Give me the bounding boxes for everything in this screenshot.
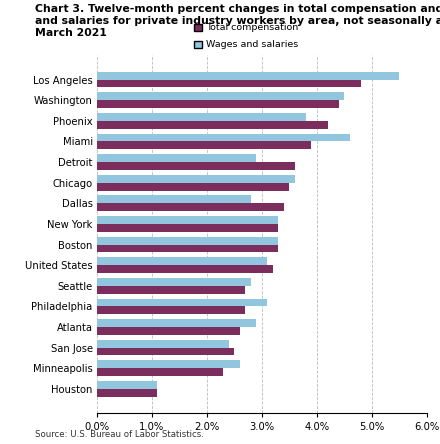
Bar bbox=[97, 142, 312, 149]
Text: Wages and salaries: Wages and salaries bbox=[206, 40, 298, 49]
Bar bbox=[97, 224, 278, 232]
Bar bbox=[97, 278, 251, 286]
Bar bbox=[97, 154, 257, 162]
Text: and salaries for private industry workers by area, not seasonally adjusted,: and salaries for private industry worker… bbox=[35, 16, 440, 26]
Bar bbox=[97, 134, 350, 142]
Bar bbox=[97, 319, 257, 327]
Bar bbox=[97, 121, 328, 129]
Bar bbox=[97, 258, 268, 265]
Bar bbox=[97, 306, 246, 314]
Bar bbox=[97, 327, 240, 335]
Bar bbox=[97, 348, 235, 356]
Bar bbox=[97, 298, 268, 306]
Text: March 2021: March 2021 bbox=[35, 28, 107, 38]
Bar bbox=[97, 195, 251, 203]
Bar bbox=[97, 72, 400, 79]
Bar bbox=[97, 216, 278, 224]
Text: Chart 3. Twelve-month percent changes in total compensation and wages: Chart 3. Twelve-month percent changes in… bbox=[35, 4, 440, 15]
Text: Source: U.S. Bureau of Labor Statistics.: Source: U.S. Bureau of Labor Statistics. bbox=[35, 430, 204, 439]
Bar bbox=[97, 113, 306, 121]
Bar bbox=[97, 162, 295, 170]
Bar bbox=[97, 100, 339, 108]
Bar bbox=[97, 79, 361, 87]
Bar bbox=[97, 175, 295, 182]
Bar bbox=[97, 368, 223, 376]
Bar bbox=[97, 389, 158, 396]
Text: Total compensation: Total compensation bbox=[206, 24, 298, 32]
Bar bbox=[97, 237, 278, 245]
Bar bbox=[97, 182, 290, 190]
Bar bbox=[97, 245, 278, 252]
Bar bbox=[97, 381, 158, 389]
Bar bbox=[97, 203, 284, 211]
Bar bbox=[97, 340, 229, 348]
Bar bbox=[97, 286, 246, 293]
Bar bbox=[97, 92, 345, 100]
Bar bbox=[97, 361, 240, 368]
Bar bbox=[97, 265, 273, 273]
